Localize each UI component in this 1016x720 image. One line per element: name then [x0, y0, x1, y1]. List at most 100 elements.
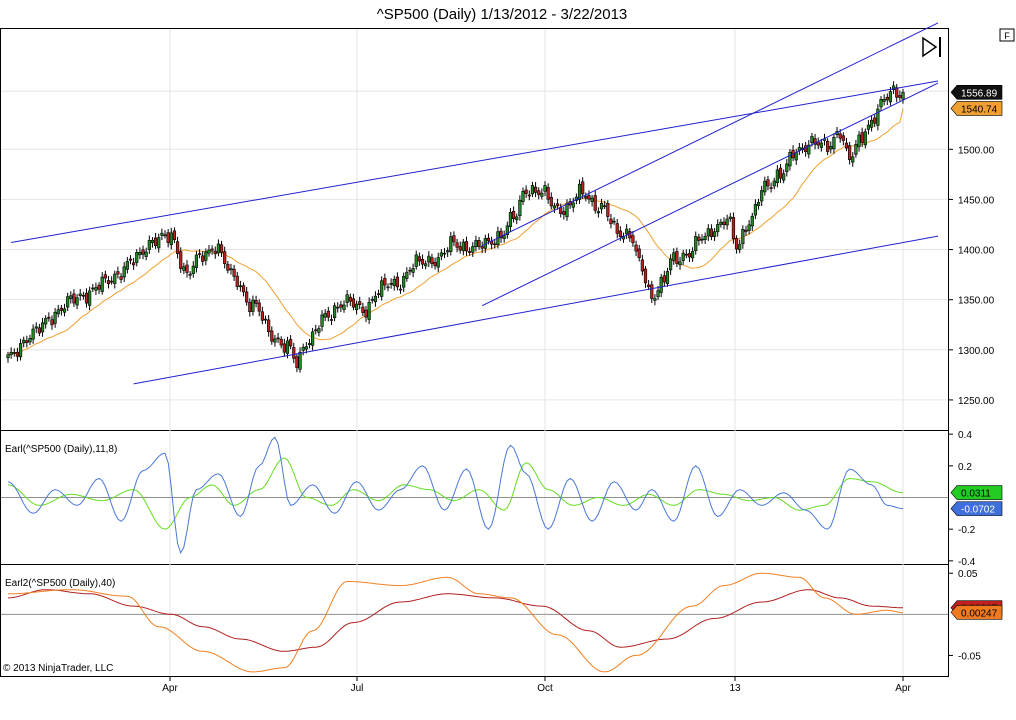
- candle: [81, 291, 85, 300]
- candle-body: [577, 183, 582, 200]
- candle: [420, 254, 425, 269]
- candle: [706, 224, 710, 241]
- earl2-b-line: [7, 589, 904, 652]
- candle-body: [113, 273, 117, 284]
- candle: [69, 291, 73, 304]
- candle-body: [587, 195, 591, 200]
- candle: [841, 132, 845, 146]
- candle-body: [97, 284, 101, 290]
- candle: [18, 338, 23, 361]
- candle: [336, 302, 340, 313]
- candle-body: [612, 220, 616, 223]
- candle: [417, 252, 421, 266]
- candle-body: [810, 135, 814, 144]
- candle: [665, 267, 670, 287]
- candle: [898, 90, 902, 101]
- candle: [364, 306, 368, 323]
- axes: Apr Jul Oct 13 Apr 1250.00 1300.00 1350.00 1400.…: [162, 145, 994, 694]
- candle: [552, 202, 557, 213]
- candle-body: [672, 252, 676, 261]
- candle-body: [405, 271, 409, 279]
- candle-body: [603, 205, 607, 208]
- candle: [753, 199, 758, 220]
- candle-body: [78, 293, 82, 297]
- candle-body: [245, 291, 249, 303]
- candle: [56, 304, 60, 318]
- candle-body: [584, 196, 588, 199]
- candle: [829, 141, 833, 154]
- candle: [480, 241, 484, 254]
- candle-body: [844, 142, 849, 149]
- candle-body: [354, 303, 359, 310]
- candle: [436, 252, 440, 273]
- candle-body: [383, 278, 387, 286]
- candle-body: [731, 217, 736, 240]
- candle: [590, 194, 594, 207]
- candle-body: [339, 304, 343, 308]
- candle: [584, 192, 588, 202]
- candle: [873, 113, 877, 128]
- candle-body: [769, 187, 773, 189]
- candle-body: [188, 273, 192, 276]
- candle: [728, 212, 732, 222]
- candle: [135, 249, 139, 267]
- candle: [766, 175, 770, 191]
- candle-body: [436, 257, 440, 268]
- candle: [12, 348, 16, 357]
- scroll-to-end-icon[interactable]: [922, 36, 941, 58]
- candle-body: [424, 263, 428, 267]
- candle-body: [681, 252, 685, 261]
- candle: [267, 315, 271, 337]
- candle: [615, 219, 619, 239]
- candle-body: [879, 98, 883, 108]
- candle: [769, 182, 773, 193]
- candle-body: [163, 234, 167, 237]
- candle: [175, 236, 180, 259]
- earl2-panel[interactable]: [0, 564, 949, 677]
- candle: [295, 353, 299, 373]
- candle: [188, 271, 192, 280]
- candle-body: [282, 343, 286, 353]
- candle-body: [625, 228, 629, 235]
- candle: [807, 140, 811, 159]
- candle-body: [499, 230, 503, 239]
- f-button[interactable]: F: [999, 28, 1015, 42]
- candle-body: [530, 185, 535, 195]
- candle: [876, 104, 880, 131]
- candle: [851, 152, 855, 167]
- candle: [477, 236, 481, 250]
- candle: [292, 342, 296, 364]
- candle-body: [241, 285, 246, 293]
- candle-body: [398, 288, 403, 291]
- candle-body: [461, 241, 465, 252]
- candle-body: [593, 195, 597, 211]
- candle: [596, 207, 600, 218]
- candle-body: [197, 253, 202, 255]
- candle-body: [515, 216, 519, 221]
- candle: [320, 310, 324, 332]
- candle-body: [169, 232, 173, 245]
- candle: [238, 280, 242, 292]
- candle: [681, 249, 685, 265]
- candle-body: [502, 235, 506, 239]
- candle: [210, 245, 214, 255]
- candle: [656, 285, 660, 300]
- candle: [37, 323, 42, 337]
- candle: [285, 336, 290, 359]
- candle-body: [392, 278, 396, 286]
- candle: [857, 131, 861, 152]
- candle-body: [128, 258, 133, 261]
- candle: [339, 300, 343, 313]
- candle: [119, 272, 123, 284]
- candle-body: [615, 223, 619, 234]
- candle-body: [153, 237, 158, 246]
- candle: [609, 213, 613, 229]
- candle: [386, 283, 390, 292]
- candle: [213, 246, 217, 259]
- candle: [411, 263, 415, 278]
- candle-body: [866, 124, 871, 130]
- candle: [882, 94, 886, 106]
- candle-body: [56, 309, 60, 315]
- candle: [775, 165, 779, 188]
- candle: [34, 322, 38, 333]
